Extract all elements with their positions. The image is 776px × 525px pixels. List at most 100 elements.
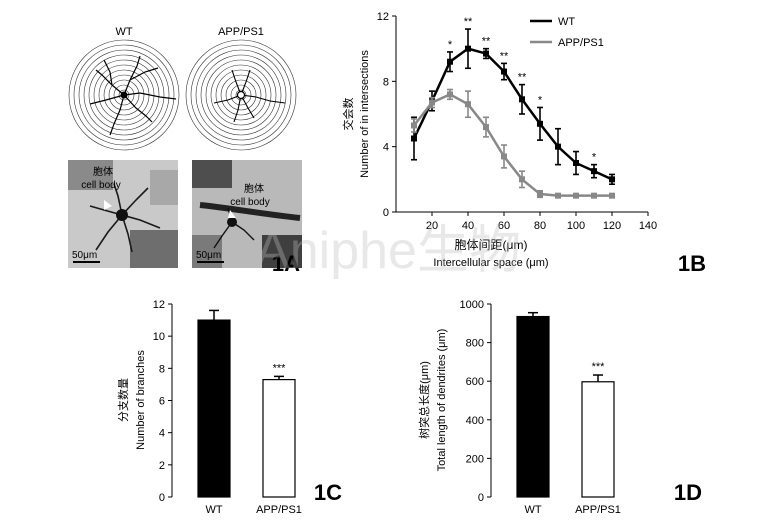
category-label-wt: WT xyxy=(524,504,541,516)
chart-1b-x-tick-label: 100 xyxy=(567,220,585,232)
data-point-app xyxy=(609,192,615,199)
chart-1c-axes: 0 2 4 6 8 10 12 xyxy=(153,299,173,504)
data-point-wt xyxy=(609,176,615,183)
chart-1b-y-tick-label: 4 xyxy=(383,142,389,154)
chart-1d-y-tick-label: 0 xyxy=(478,492,484,504)
data-point-app xyxy=(483,124,489,131)
legend-label-app: APP/PS1 xyxy=(558,37,604,49)
chart-1b-x-tick-label: 140 xyxy=(639,220,657,232)
data-point-wt xyxy=(465,45,471,52)
chart-1b-axes: 0 4 8 12 20 40 60 80 100 120 140 xyxy=(377,11,657,232)
sholl-title-wt: WT xyxy=(115,26,132,38)
data-point-app xyxy=(591,192,597,199)
cell-body-arrow-wt xyxy=(104,200,112,210)
chart-1d-y-tick-label: 800 xyxy=(466,338,484,350)
sholl-rings-wt xyxy=(68,39,180,151)
data-point-app xyxy=(555,192,561,199)
category-label-app: APP/PS1 xyxy=(256,504,302,516)
data-point-wt xyxy=(447,58,453,65)
significance-mark: * xyxy=(592,152,597,164)
data-point-wt xyxy=(537,120,543,127)
neuron-trace-app xyxy=(213,69,286,123)
soma-wt xyxy=(120,91,128,99)
data-point-wt xyxy=(573,160,579,166)
data-point-app xyxy=(447,91,453,98)
data-point-app xyxy=(429,99,435,106)
chart-1b-y-tick-label: 0 xyxy=(383,207,389,219)
panel-label-1a: 1A xyxy=(272,251,300,276)
data-point-app xyxy=(573,192,579,199)
data-point-wt xyxy=(591,168,597,175)
chart-1b-ylabel-en: Number of in intersections xyxy=(359,50,371,178)
category-label-app: APP/PS1 xyxy=(575,504,621,516)
bar-app xyxy=(581,381,615,498)
chart-1b-xlabel-cn: 胞体间距(μm) xyxy=(455,238,528,252)
data-point-app xyxy=(465,101,471,108)
data-point-wt xyxy=(411,135,417,142)
scale-bar-label-app: 50μm xyxy=(196,250,221,261)
sholl-rings-app xyxy=(185,39,297,151)
significance-mark: ** xyxy=(518,72,527,84)
soma-app xyxy=(236,90,246,100)
panel-label-1b: 1B xyxy=(678,251,706,276)
data-point-wt xyxy=(483,50,489,57)
series-line-app xyxy=(413,93,612,197)
significance-mark: *** xyxy=(273,362,287,374)
significance-mark: ** xyxy=(464,16,473,28)
chart-1c-bars: WT *** APP/PS1 xyxy=(197,309,302,516)
chart-1d-y-tick-label: 600 xyxy=(466,376,484,388)
data-point-wt xyxy=(501,68,507,75)
sholl-title-app: APP/PS1 xyxy=(218,26,264,38)
scale-bar-label-wt: 50μm xyxy=(72,250,97,261)
chart-1c-y-tick-label: 0 xyxy=(159,492,165,504)
data-point-app xyxy=(537,191,543,198)
significance-mark: * xyxy=(448,39,453,51)
cell-body-arrow-app xyxy=(228,210,236,218)
chart-1d-y-tick-label: 1000 xyxy=(460,299,484,311)
watermark: Aniphe生物 xyxy=(255,222,521,280)
chart-1d-bars: WT *** APP/PS1 xyxy=(516,311,621,516)
bar-wt xyxy=(197,319,231,498)
bar-app xyxy=(262,378,296,498)
chart-1d-y-tick-label: 200 xyxy=(466,453,484,465)
chart-1c-y-tick-label: 6 xyxy=(159,396,165,408)
significance-mark: *** xyxy=(592,361,606,373)
data-point-app xyxy=(519,176,525,183)
data-point-app xyxy=(501,153,507,160)
chart-1d-ylabel-cn: 树突总长度(μm) xyxy=(417,361,431,439)
chart-1d: 0 200 400 600 800 1000 WT *** APP/PS1 树突总长度(μm)… xyxy=(417,299,702,516)
chart-1b-x-tick-label: 120 xyxy=(603,220,621,232)
bar-wt xyxy=(516,315,550,498)
data-point-app xyxy=(411,122,417,129)
chart-1b-xlabel-en: Intercellular space (μm) xyxy=(433,257,548,269)
data-point-wt xyxy=(519,96,525,103)
chart-1d-y-tick-label: 400 xyxy=(466,415,484,427)
chart-1b-y-tick-label: 12 xyxy=(377,11,389,23)
chart-1b-series: *********** xyxy=(411,16,615,199)
chart-1c-y-tick-label: 4 xyxy=(159,428,165,440)
chart-1c-ylabel-en: Number of branches xyxy=(135,350,147,450)
chart-1d-ylabel-en: Total length of dendrites (μm) xyxy=(436,329,448,472)
chart-1b-legend: WT APP/PS1 xyxy=(530,16,604,49)
significance-mark: ** xyxy=(500,50,509,62)
chart-1d-axes: 0 200 400 600 800 1000 xyxy=(460,299,492,504)
micrograph-app: 胞体 cell body 50μm xyxy=(192,160,302,268)
chart-1c-y-tick-label: 10 xyxy=(153,331,165,343)
micrograph-wt: 胞体 cell body 50μm xyxy=(68,160,178,268)
significance-mark: ** xyxy=(482,36,491,48)
cell-body-label-en-wt: cell body xyxy=(81,180,120,191)
chart-1b-x-tick-label: 20 xyxy=(426,220,438,232)
neuron-trace-wt xyxy=(89,55,177,136)
chart-1b-x-tick-label: 60 xyxy=(498,220,510,232)
panel-label-1d: 1D xyxy=(674,480,702,505)
chart-1b-x-tick-label: 80 xyxy=(534,220,546,232)
legend-label-wt: WT xyxy=(558,16,575,28)
data-point-wt xyxy=(555,143,561,150)
significance-mark: * xyxy=(538,94,543,106)
chart-1c: 0 2 4 6 8 10 12 WT *** APP/PS1 分支数量 Number of br… xyxy=(117,299,342,516)
cell-body-label-en-app: cell body xyxy=(230,197,269,208)
chart-1c-y-tick-label: 8 xyxy=(159,363,165,375)
